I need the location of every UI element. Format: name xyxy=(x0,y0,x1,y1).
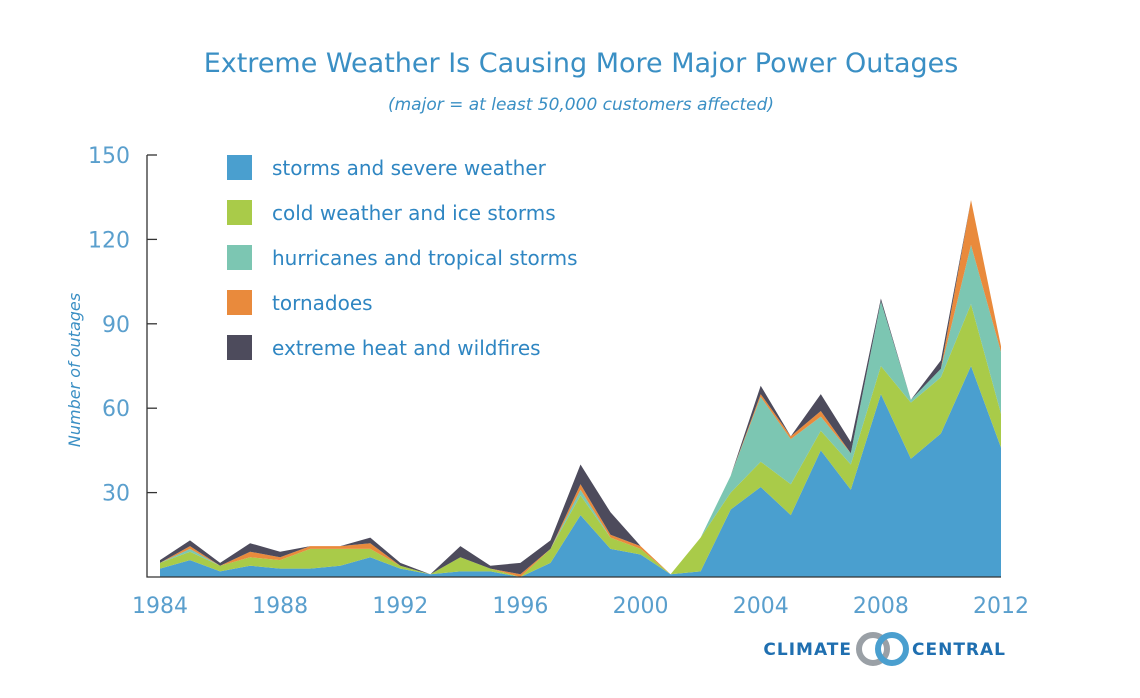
x-tick-label: 1988 xyxy=(252,594,308,619)
area-series-1 xyxy=(160,304,1001,577)
axes xyxy=(146,154,1001,578)
x-tick-label: 2004 xyxy=(733,594,789,619)
y-tick-label: 120 xyxy=(88,228,130,253)
y-axis-label: Number of outages xyxy=(65,293,84,447)
area-series-0 xyxy=(160,366,1001,577)
chart-title: Extreme Weather Is Causing More Major Po… xyxy=(204,48,959,79)
legend-swatch xyxy=(227,290,252,315)
x-tick-label: 2008 xyxy=(853,594,909,619)
legend-label: hurricanes and tropical storms xyxy=(272,246,578,270)
logo-text-right: CENTRAL xyxy=(912,640,1006,660)
legend-swatch xyxy=(227,200,252,225)
x-tick-label: 1984 xyxy=(132,594,188,619)
legend-swatch xyxy=(227,245,252,270)
legend-swatch xyxy=(227,155,252,180)
y-tick-label: 30 xyxy=(102,482,130,507)
x-tick-labels: 1984 1988 1992 1996 2000 2004 2008 2012 xyxy=(132,594,1029,619)
y-tick-labels: 30 60 90 120 150 xyxy=(88,144,130,507)
series-areas xyxy=(160,200,1001,577)
logo-text-left: CLIMATE xyxy=(763,640,852,660)
x-tick-label: 1992 xyxy=(372,594,428,619)
x-tick-label: 2012 xyxy=(973,594,1029,619)
climate-central-logo: CLIMATE CENTRAL xyxy=(763,632,1006,666)
legend-swatch xyxy=(227,335,252,360)
logo-ring-left xyxy=(856,632,890,666)
legend-label: cold weather and ice storms xyxy=(272,201,556,225)
legend: storms and severe weather cold weather an… xyxy=(227,155,578,360)
legend-label: storms and severe weather xyxy=(272,156,547,180)
legend-label: tornadoes xyxy=(272,291,373,315)
y-tick-label: 60 xyxy=(102,397,130,422)
y-tick-label: 150 xyxy=(88,144,130,169)
legend-label: extreme heat and wildfires xyxy=(272,336,541,360)
axis-lines xyxy=(146,155,1001,578)
x-tick-label: 2000 xyxy=(613,594,669,619)
chart-subtitle: (major = at least 50,000 customers affec… xyxy=(388,95,774,115)
logo-ring-right xyxy=(875,632,909,666)
y-tick-label: 90 xyxy=(102,313,130,338)
x-tick-label: 1996 xyxy=(492,594,548,619)
